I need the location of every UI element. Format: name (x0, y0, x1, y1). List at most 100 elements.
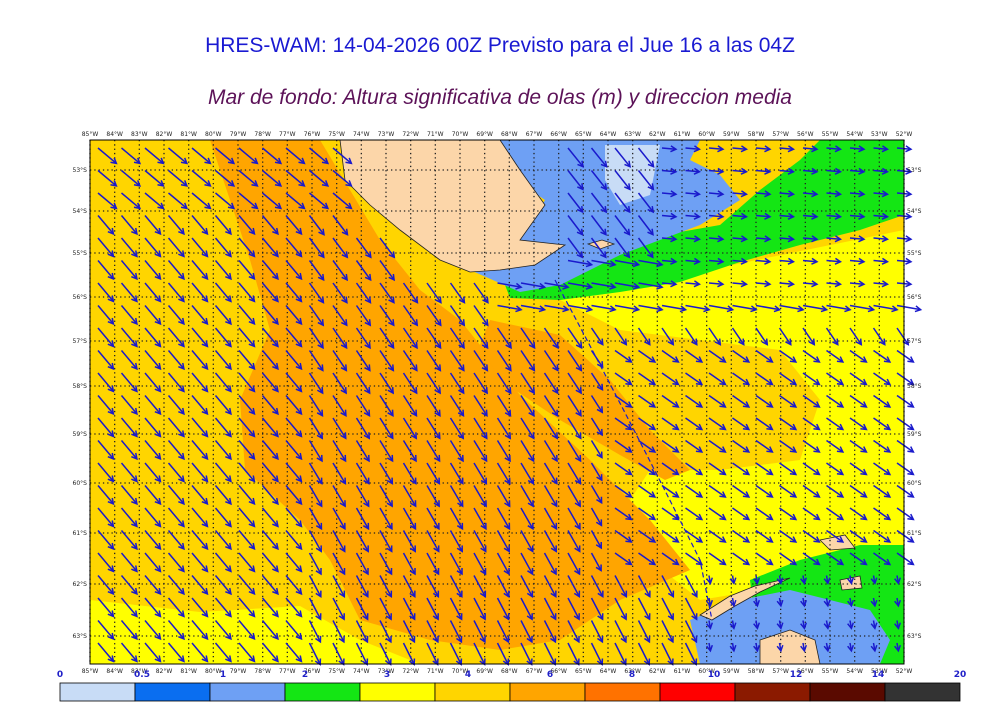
wave-arrow (849, 280, 866, 288)
wave-arrow (873, 212, 890, 220)
wave-arrow (120, 507, 138, 528)
wave-arrow (638, 304, 664, 313)
wave-arrow (496, 350, 512, 372)
wave-arrow (870, 597, 878, 608)
wave-arrow (191, 620, 209, 641)
wave-arrow (191, 372, 209, 393)
wave-arrow (638, 372, 657, 386)
wave-arrow (708, 167, 725, 175)
wave-arrow (449, 282, 466, 304)
wave-arrow (894, 642, 902, 653)
lat-label: 54°S (907, 208, 922, 215)
wave-arrow (802, 552, 821, 566)
wave-arrow (379, 417, 394, 440)
wave-arrow (706, 597, 714, 608)
wave-arrow (779, 462, 798, 476)
wave-arrow (215, 192, 236, 210)
wave-arrow (120, 395, 138, 416)
wave-arrow (755, 145, 772, 153)
wave-arrow (755, 212, 772, 220)
wave-arrow (144, 507, 162, 528)
colorbar-tick-label: 10 (708, 670, 721, 680)
wave-arrow (97, 169, 118, 187)
wave-arrow (426, 485, 440, 508)
wave-arrow (590, 440, 603, 459)
wave-arrow (520, 552, 534, 576)
wave-arrow (800, 575, 808, 585)
wave-arrow (355, 552, 369, 576)
wave-arrow (144, 597, 162, 618)
wave-arrow (826, 167, 843, 175)
wave-arrow (402, 530, 416, 553)
wave-arrow (779, 417, 798, 431)
wave-arrow (285, 507, 303, 528)
wave-arrow (520, 485, 534, 508)
lat-label: 61°S (73, 530, 88, 537)
wave-arrow (849, 507, 868, 521)
lat-label: 54°S (73, 208, 88, 215)
wave-arrow (872, 327, 886, 346)
wave-arrow (426, 552, 440, 576)
wave-arrow (590, 327, 604, 346)
wave-arrow (144, 642, 162, 663)
wave-arrow (214, 530, 232, 551)
colorbar-segment (134, 682, 211, 702)
lat-label: 56°S (907, 294, 922, 301)
wave-arrow (685, 462, 704, 476)
wave-arrow (214, 282, 232, 303)
wave-arrow (238, 169, 259, 187)
wave-arrow (543, 440, 558, 463)
lon-label: 80°W (205, 131, 222, 138)
wave-arrow (755, 484, 774, 498)
lon-label: 77°W (279, 668, 296, 675)
wave-arrow (779, 349, 798, 363)
wave-arrow (214, 417, 232, 438)
wave-arrow (661, 620, 674, 644)
wave-arrow (637, 237, 654, 259)
wave-arrow (873, 372, 892, 386)
wave-arrow (355, 507, 370, 531)
wave-arrow (802, 394, 821, 408)
wave-arrow (120, 462, 138, 483)
wave-arrow (238, 237, 256, 258)
wave-arrow (779, 280, 796, 288)
colorbar-segment (809, 682, 886, 702)
wave-arrow (637, 147, 655, 168)
wave-arrow (379, 462, 394, 485)
wave-arrow (449, 462, 464, 485)
wave-arrow (567, 507, 581, 531)
wave-arrow (732, 349, 751, 363)
lon-label: 52°W (896, 668, 913, 675)
lon-label: 53°W (871, 131, 888, 138)
lon-label: 81°W (180, 668, 197, 675)
wave-arrow (614, 552, 633, 566)
wave-arrow (332, 215, 349, 236)
wave-arrow (520, 620, 533, 644)
wave-arrow (896, 462, 915, 476)
colorbar-tick-label: 0 (57, 670, 63, 680)
wave-arrow (567, 552, 581, 576)
lon-label: 56°W (797, 131, 814, 138)
wave-arrow (755, 304, 782, 313)
wave-arrow (214, 575, 232, 596)
wave-arrow (97, 305, 115, 326)
wave-arrow (285, 147, 306, 165)
wave-arrow (144, 282, 162, 303)
wave-arrow (332, 395, 347, 418)
wave-arrow (684, 575, 698, 599)
wave-arrow (826, 212, 843, 220)
wave-arrow (379, 552, 393, 576)
wave-arrow (685, 372, 704, 386)
wave-arrow (167, 237, 185, 258)
wave-arrow (847, 575, 855, 585)
wave-arrow (496, 462, 511, 485)
wave-arrow (849, 235, 866, 243)
wave-arrow (823, 620, 831, 630)
wave-arrow (849, 145, 866, 153)
wave-arrow (661, 575, 675, 599)
lon-label: 60°W (698, 668, 715, 675)
wave-arrow (261, 327, 279, 348)
wave-arrow (685, 484, 704, 498)
wave-arrow (496, 417, 512, 440)
lon-label: 74°W (353, 131, 370, 138)
